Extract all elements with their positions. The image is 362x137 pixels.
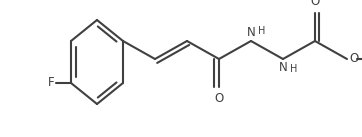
Text: F: F: [47, 76, 54, 89]
Text: O: O: [214, 92, 224, 105]
Text: H: H: [258, 26, 265, 36]
Text: O: O: [349, 52, 358, 65]
Text: N: N: [247, 26, 255, 39]
Text: N: N: [279, 61, 287, 74]
Text: O: O: [310, 0, 320, 8]
Text: H: H: [290, 64, 297, 74]
